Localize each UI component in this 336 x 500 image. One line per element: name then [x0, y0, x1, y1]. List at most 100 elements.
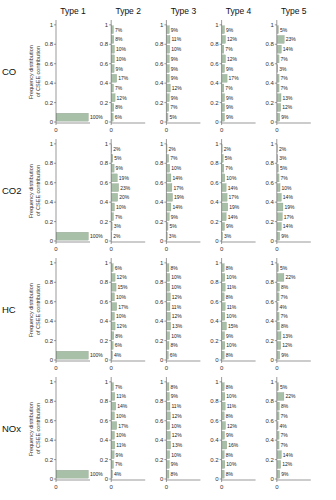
data-label: 4% [280, 423, 288, 429]
x-tick [56, 480, 57, 482]
bar [277, 402, 280, 410]
bar [166, 441, 170, 449]
bar [222, 293, 225, 301]
y-tick [164, 122, 166, 123]
data-label: 8% [226, 413, 234, 419]
bar [277, 312, 279, 320]
y-tick [54, 24, 56, 25]
data-label: 10% [171, 452, 182, 458]
y-tick [220, 440, 222, 441]
y-tick-label: 0.8 [265, 279, 274, 285]
data-label: 5% [280, 165, 288, 171]
bar [166, 26, 169, 34]
bar [277, 232, 280, 240]
y-tick-label: 0 [270, 357, 274, 363]
data-label: 9% [226, 114, 234, 120]
data-label: 10% [171, 165, 182, 171]
y-tick [164, 182, 166, 183]
y-tick-label: 0.6 [265, 180, 274, 186]
bar [222, 431, 225, 439]
y-tick-label: 0.4 [210, 437, 219, 443]
x-tick-label: 0 [110, 484, 114, 490]
data-label: 7% [225, 85, 233, 91]
data-labels: 9%12%13%7%7%3%7%14%23%5% [279, 27, 296, 120]
data-label: 5% [170, 114, 178, 120]
x-tick-label: 0 [275, 127, 279, 133]
axes: 00.20.40.60.810 [265, 258, 310, 371]
data-label: 9% [226, 66, 234, 72]
y-tick [109, 282, 111, 283]
data-label: 10% [116, 46, 127, 52]
bar [166, 203, 171, 211]
data-labels: 9%9%9%7%17%9%12%7%12%9% [225, 27, 239, 120]
bar [111, 412, 114, 420]
data-label: 8% [115, 333, 123, 339]
y-tick-label: 0.8 [155, 160, 164, 166]
data-label: 9% [171, 461, 179, 467]
data-label: 9% [116, 165, 124, 171]
axes: 00.20.40.60.810 [100, 258, 145, 371]
y-tick-label: 1 [50, 22, 54, 28]
data-label: 9% [281, 471, 289, 477]
y-tick [109, 24, 111, 25]
y-tick-label: 1 [50, 379, 54, 385]
bar [222, 164, 224, 172]
x-axis-line [166, 361, 200, 362]
bar [111, 35, 114, 43]
bar [166, 322, 170, 330]
y-tick-label: 0.2 [265, 338, 274, 344]
y-tick-label: 0.2 [100, 219, 109, 225]
data-label: 10% [171, 333, 182, 339]
y-tick [220, 459, 222, 460]
y-axis-line [111, 258, 112, 361]
y-tick [109, 360, 111, 361]
y-axis-line [56, 139, 57, 242]
bar [56, 351, 88, 359]
x-tick [221, 123, 222, 125]
data-labels: 9%12%14%7%7%4%7%8%22%5% [280, 384, 296, 477]
bar [166, 45, 169, 53]
y-tick-label: 0.4 [265, 437, 274, 443]
data-label: 12% [282, 461, 293, 467]
y-tick-label: 0.6 [155, 61, 164, 67]
x-axis-line [166, 242, 200, 243]
x-axis-line [222, 480, 256, 481]
x-tick [221, 361, 222, 363]
y-tick-label: 0 [105, 238, 109, 244]
data-label: 17% [118, 423, 129, 429]
data-label: 3% [224, 233, 232, 239]
bar [166, 383, 169, 391]
panel: 6%8%10%13%12%11%12%10%10%8%00.20.40.60.8… [155, 258, 200, 371]
y-tick-label: 0.4 [155, 199, 164, 205]
y-axis-label-line: of CSEE contribution [35, 284, 41, 335]
data-label: 5% [280, 384, 288, 390]
x-axis-line [111, 242, 145, 243]
y-tick [54, 122, 56, 123]
bar [111, 203, 114, 211]
y-tick-label: 0.2 [155, 457, 164, 463]
axes: 00.20.40.60.810 [210, 20, 255, 133]
axes: 00.20.40.60.810 [155, 258, 200, 371]
y-tick-label: 0.8 [45, 398, 54, 404]
data-label: 14% [172, 175, 183, 181]
bar [222, 264, 225, 272]
bar [111, 332, 114, 340]
data-labels: 8%10%9%15%10%11%8%11%10%8% [226, 265, 239, 358]
bar [222, 322, 227, 330]
y-tick [54, 401, 56, 402]
bar [222, 203, 228, 211]
y-axis-line [166, 258, 167, 361]
data-label: 12% [227, 423, 238, 429]
y-tick [54, 44, 56, 45]
bar [111, 164, 114, 172]
data-label: 7% [225, 46, 233, 52]
y-tick [109, 401, 111, 402]
y-tick-label: 1 [270, 260, 274, 266]
y-tick [275, 282, 277, 283]
bar [166, 94, 169, 102]
bars [56, 232, 88, 240]
y-tick-label: 0 [160, 119, 164, 125]
panel: 9%9%9%7%17%9%12%7%12%9%00.20.40.60.810Ty… [210, 6, 255, 133]
data-label: 8% [226, 452, 234, 458]
data-label: 17% [173, 185, 184, 191]
